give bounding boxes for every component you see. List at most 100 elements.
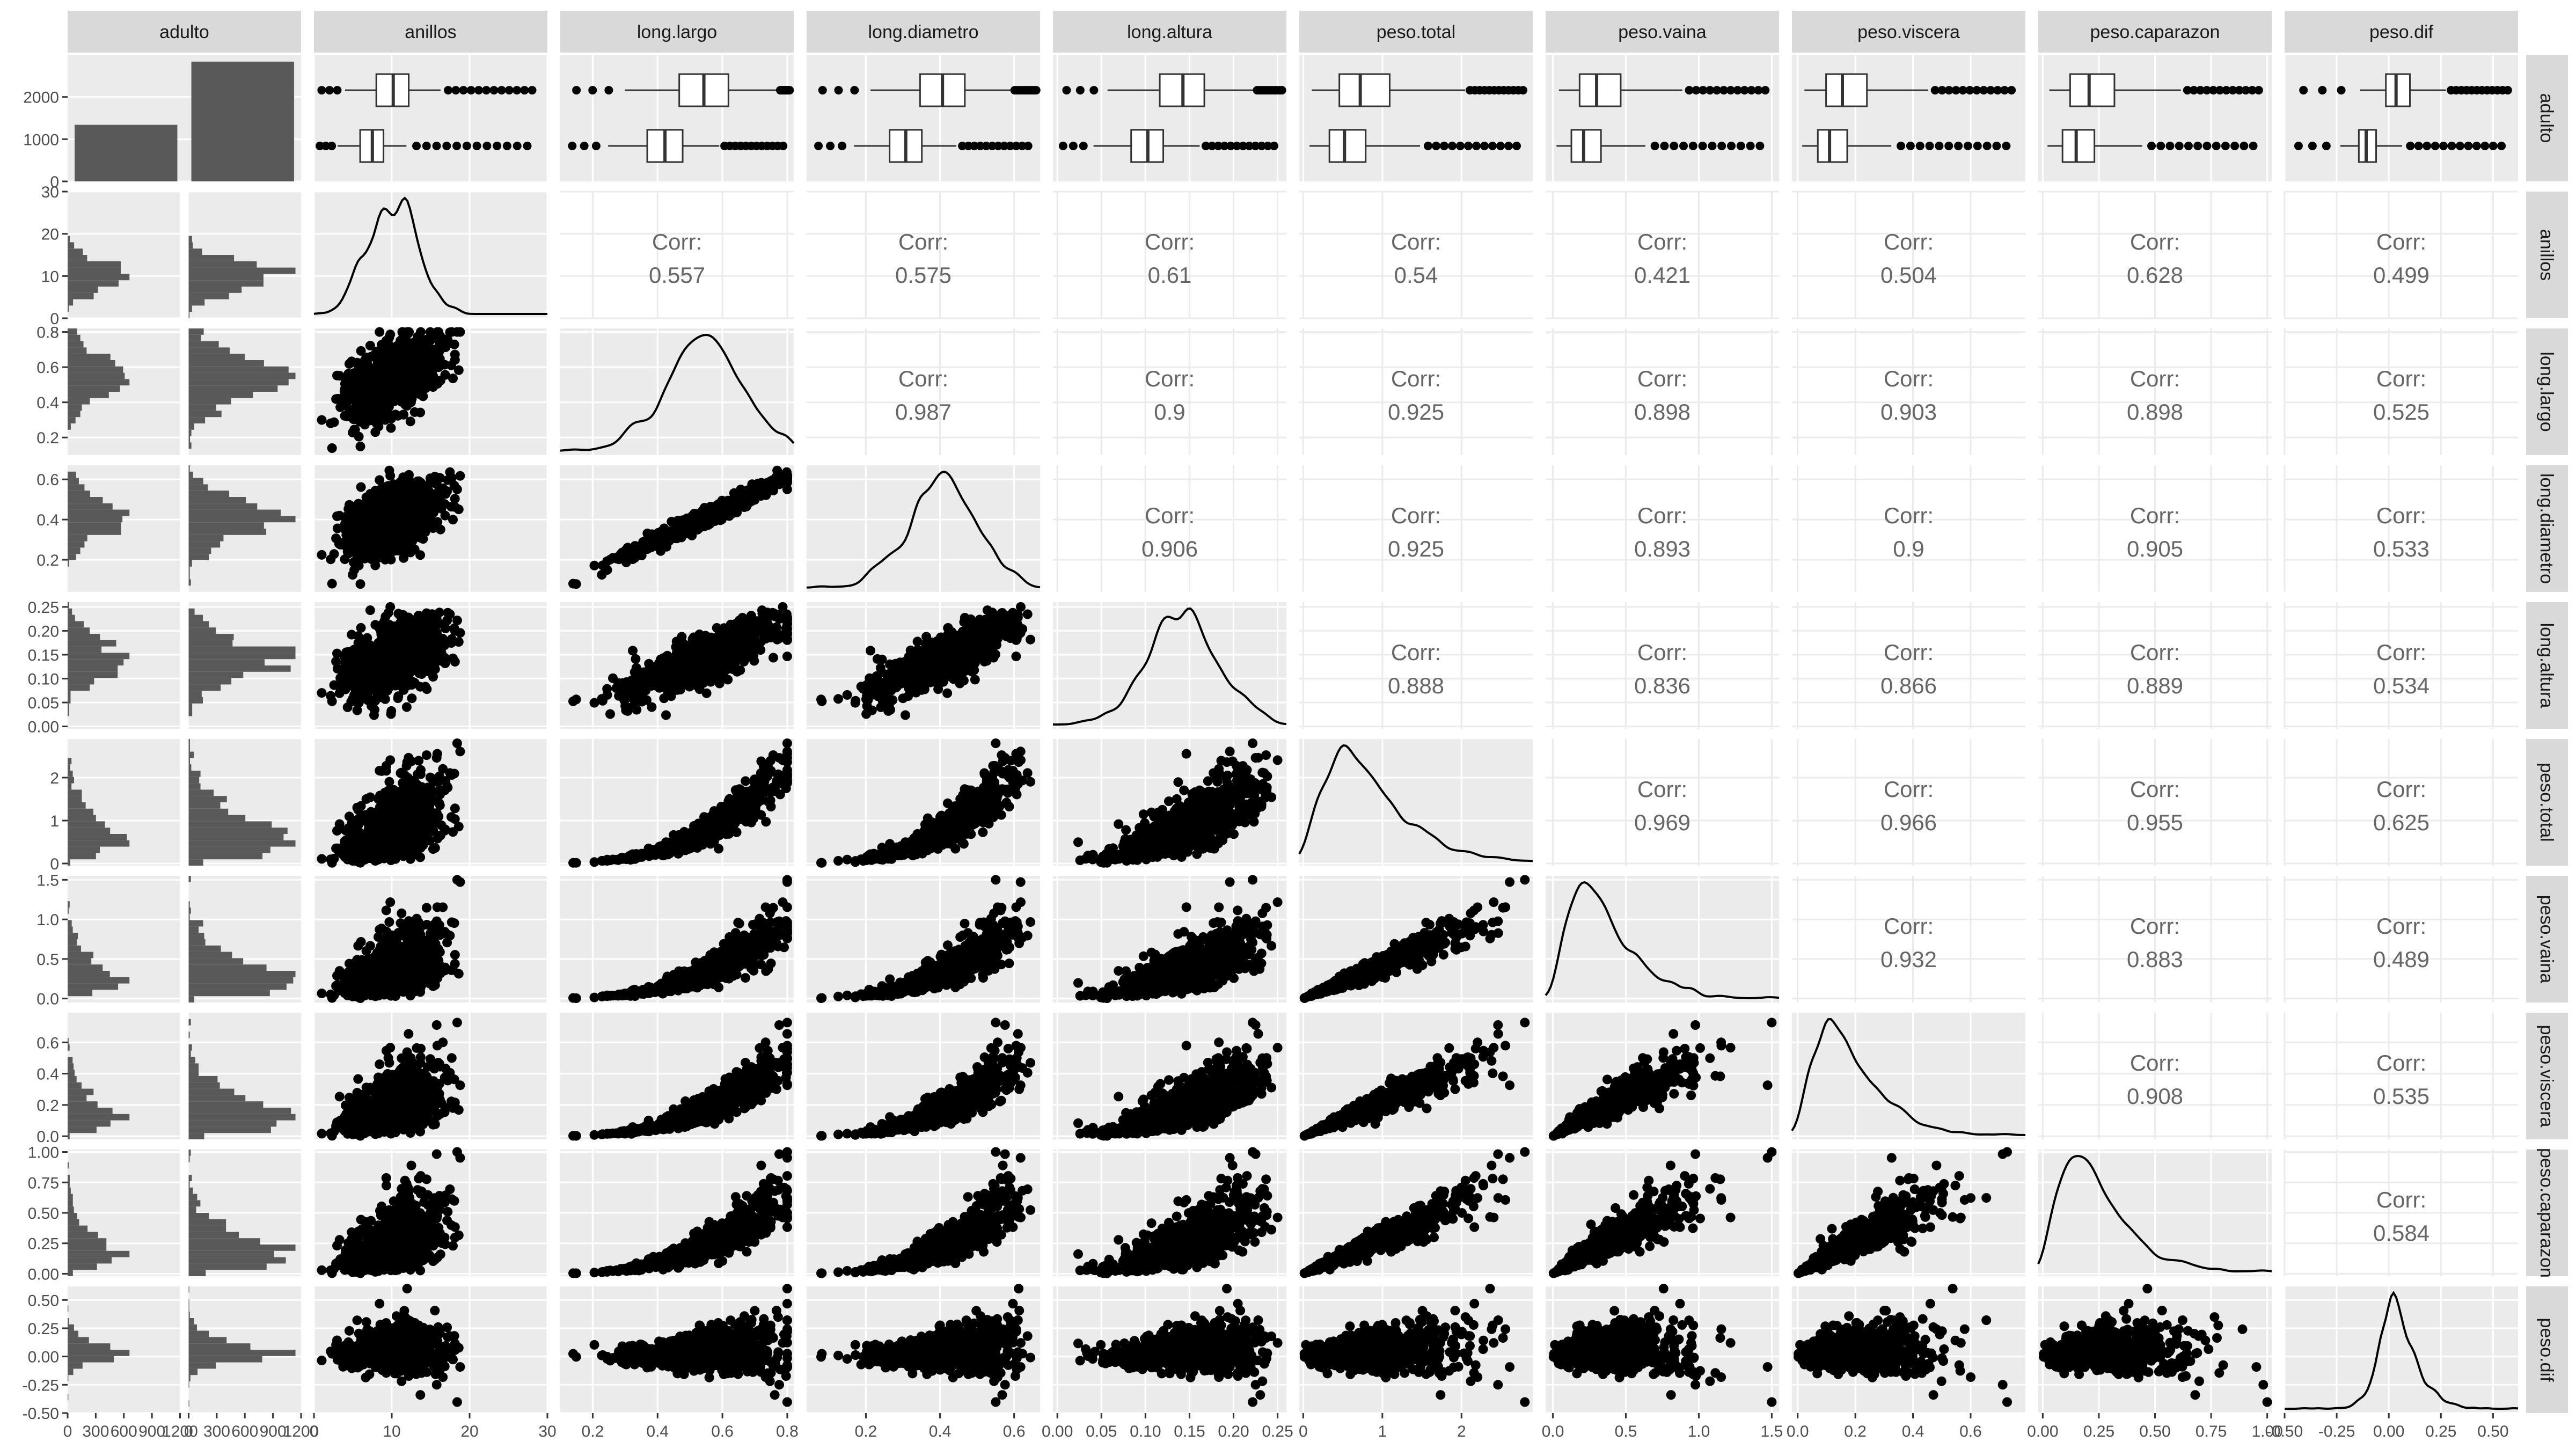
histogram-bar (188, 659, 265, 665)
scatter-point (377, 660, 387, 670)
panel-adulto-peso.dif (2284, 55, 2518, 181)
boxplot-outlier (422, 141, 431, 150)
scatter-point (394, 510, 404, 520)
panel-long.altura-anillos (313, 602, 548, 729)
histogram-bar (68, 678, 94, 685)
histogram-bar (188, 354, 245, 360)
corr-label: Corr: (2376, 229, 2426, 254)
panel-long.diametro-peso.total: Corr:0.925 (1299, 465, 1533, 592)
boxplot-outlier (1512, 141, 1521, 150)
scatter-point (379, 344, 389, 354)
corr-label: Corr: (1637, 366, 1687, 391)
boxplot-outlier (2423, 141, 2432, 150)
scatter-point (357, 547, 367, 558)
scatter-point (380, 415, 390, 425)
boxplot-outlier (1069, 141, 1078, 150)
scatter-point (365, 605, 375, 616)
boxplot-outlier (1257, 141, 1266, 150)
scatter-point (344, 538, 354, 547)
panel-background (807, 192, 1040, 318)
corr-value: 0.557 (649, 262, 705, 288)
boxplot-outlier (1965, 86, 1974, 95)
panel-background (1546, 328, 1779, 455)
scatter-point (661, 710, 671, 720)
scatter-point (396, 659, 406, 669)
boxplot-outlier (1973, 141, 1982, 150)
histogram-bar (68, 404, 82, 411)
scatter-point (453, 365, 464, 375)
scatter-point (350, 528, 361, 538)
panel-adulto-long.altura (1053, 55, 1286, 181)
boxplot-outlier (2147, 141, 2156, 150)
boxplot-outlier (325, 86, 334, 95)
boxplot-box (1570, 129, 1602, 163)
facet-gap (180, 602, 189, 729)
histogram-bar (188, 392, 253, 398)
boxplot-outlier (1018, 141, 1027, 150)
corr-value: 0.9 (1154, 399, 1185, 425)
scatter-point (605, 709, 615, 719)
boxplot-outlier (1993, 86, 2002, 95)
boxplot-outlier (1727, 141, 1736, 150)
panel-long.largo-peso.caparazon: Corr:0.898 (2038, 328, 2272, 455)
column-strip-label: long.diametro (868, 22, 978, 42)
scatter-point (378, 369, 388, 379)
scatter-point (378, 509, 388, 519)
histogram-bar (68, 697, 71, 704)
boxplot-outlier (1226, 141, 1235, 150)
boxplot-outlier (1944, 86, 1953, 95)
corr-value: 0.925 (1388, 399, 1444, 425)
scatter-point (375, 327, 385, 337)
panel-long.largo-peso.dif: Corr:0.525 (2284, 328, 2518, 455)
scatter-point (379, 616, 389, 626)
panel-anillos-peso.total: Corr:0.54 (1299, 191, 1533, 319)
histogram-bar (188, 478, 203, 485)
row-strip-label: adulto (2536, 93, 2557, 143)
boxplot-outlier (1736, 141, 1745, 150)
corr-label: Corr: (1884, 366, 1934, 391)
scatter-point (781, 474, 791, 484)
boxplot-outlier (2000, 86, 2009, 95)
row-strips: adultoanilloslong.largolong.diametrolong… (2526, 55, 2568, 1413)
column-strip-label: adulto (159, 22, 209, 42)
scatter-point (364, 665, 374, 675)
histogram-bar (188, 516, 296, 523)
boxplot-outlier (1954, 141, 1963, 150)
histogram-bar (188, 360, 264, 367)
facet-gap (180, 465, 189, 592)
panel-background (1053, 192, 1286, 318)
scatter-point (355, 651, 365, 661)
histogram-bar (68, 691, 71, 697)
histogram-bar (68, 471, 76, 478)
boxplot-outlier (1432, 141, 1441, 150)
histogram-bar (68, 287, 98, 293)
histogram-bar (68, 646, 102, 653)
boxplot-outlier (1440, 141, 1449, 150)
boxplot-outlier (2184, 141, 2193, 150)
scatter-point (429, 656, 440, 666)
scatter-point (365, 412, 375, 422)
row-strip-label: peso.caparazon (2536, 1148, 2557, 1278)
boxplot-outlier (1925, 141, 1934, 150)
scatter-point (384, 361, 394, 371)
scatter-point (686, 522, 697, 532)
scatter-point (390, 392, 400, 402)
corr-value: 0.893 (1634, 536, 1690, 561)
column-strip-label: peso.viscera (1857, 22, 1960, 42)
scatter-point (415, 407, 426, 418)
histogram-bar (68, 280, 119, 287)
column-strip (1053, 11, 1286, 53)
row-strip (2526, 739, 2568, 866)
scatter-point (317, 415, 327, 425)
column-strip (1792, 11, 2025, 53)
scatter-point (398, 684, 408, 693)
scatter-point (386, 423, 396, 433)
scatter-point (404, 327, 414, 338)
histogram-bar (188, 640, 233, 647)
scatter-point (388, 632, 398, 642)
scatter-point (398, 545, 408, 555)
histogram-bar (188, 547, 211, 554)
histogram-bar (188, 248, 202, 255)
row-strip-label: peso.total (2536, 763, 2557, 841)
